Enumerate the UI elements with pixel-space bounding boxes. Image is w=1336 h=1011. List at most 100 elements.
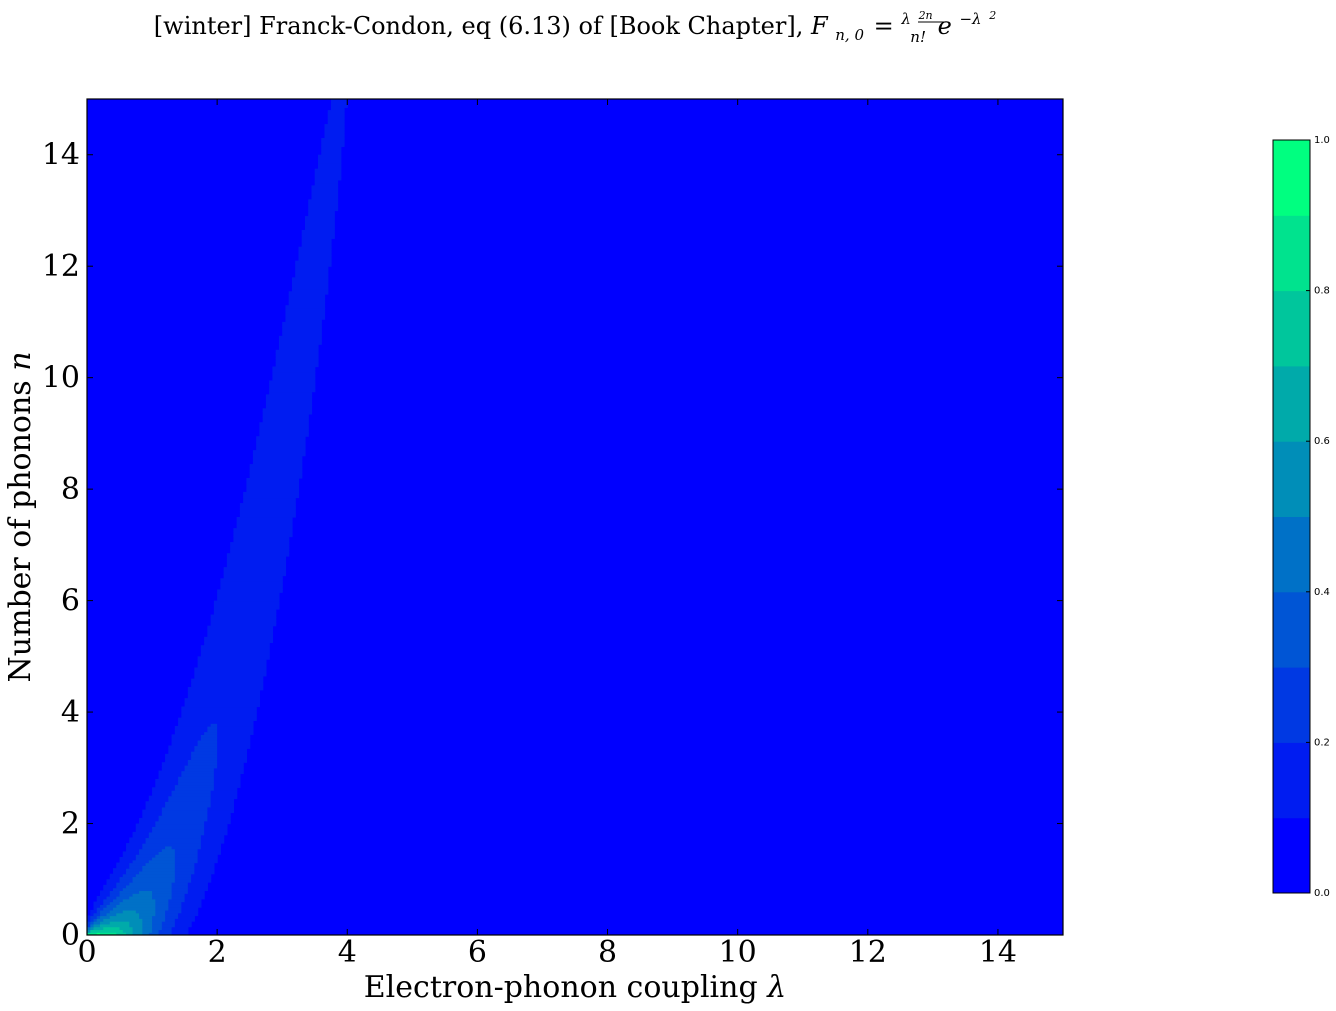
contour-band-cell <box>135 856 153 861</box>
contour-band-cell <box>265 402 313 407</box>
contour-band-cell <box>314 171 342 175</box>
contour-band-cell <box>168 748 195 752</box>
contour-band-cell <box>187 689 261 694</box>
x-tick-label: 12 <box>849 935 887 970</box>
contour-band-cell <box>256 444 306 448</box>
contour-band-cell <box>288 302 326 306</box>
contour-band-cell <box>187 884 208 889</box>
contour-band-cell <box>174 862 195 866</box>
contour-band-cell <box>126 845 143 850</box>
contour-band-cell <box>200 734 218 738</box>
contour-band-cell <box>213 778 241 783</box>
contour-band-cell <box>135 854 156 858</box>
contour-band-cell <box>295 274 329 278</box>
contour-band-cell <box>139 848 163 852</box>
contour-band-cell <box>165 753 192 758</box>
contour-band-cell <box>324 124 345 128</box>
contour-band-cell <box>200 834 225 839</box>
contour-band-cell <box>181 901 202 905</box>
contour-band-cell <box>174 854 199 858</box>
contour-band-cell <box>165 912 179 917</box>
contour-band-cell <box>275 349 319 354</box>
contour-band-cell <box>139 870 176 875</box>
contour-band-cell <box>103 918 143 922</box>
contour-band-cell <box>155 778 179 783</box>
contour-band-cell <box>291 280 329 284</box>
contour-band-cell <box>174 879 192 883</box>
contour-band-cell <box>100 921 111 925</box>
contour-band-cell <box>236 519 293 524</box>
contour-band-cell <box>139 851 160 855</box>
contour-band-cell <box>168 745 195 749</box>
contour-band-cell <box>204 636 274 641</box>
contour-band-cell <box>181 904 202 908</box>
contour-band-cell <box>291 277 329 281</box>
contour-band-cell <box>200 653 270 657</box>
contour-band-cell <box>331 99 348 103</box>
contour-band-cell <box>152 926 163 931</box>
contour-band-cell <box>308 199 339 203</box>
contour-band-cell <box>282 321 322 326</box>
y-tick-label: 10 <box>42 361 80 396</box>
contour-band-cell <box>93 918 98 922</box>
contour-band-cell <box>288 299 326 304</box>
contour-band-cell <box>194 667 267 671</box>
contour-band-cell <box>90 929 124 933</box>
x-tick-label: 14 <box>979 935 1017 970</box>
contour-band-cell <box>291 282 329 287</box>
contour-band-cell <box>119 901 156 905</box>
contour-band-cell <box>158 851 176 855</box>
contour-band-cell <box>327 121 345 125</box>
contour-band-cell <box>155 898 169 903</box>
contour-band-cell <box>213 784 241 788</box>
contour-band-cell <box>174 731 205 735</box>
contour-band-cell <box>223 575 283 579</box>
contour-band-cell <box>304 221 335 225</box>
contour-band-cell <box>158 932 173 935</box>
contour-band-cell <box>181 907 199 911</box>
contour-band-cell <box>314 182 339 186</box>
contour-band-cell <box>93 912 101 917</box>
contour-band-cell <box>109 909 124 914</box>
contour-band-cell <box>204 639 274 643</box>
contour-band-cell <box>269 386 316 390</box>
contour-band-cell <box>321 146 342 150</box>
contour-band-cell <box>171 890 189 894</box>
contour-band-cell <box>311 188 339 192</box>
contour-band-cell <box>269 383 316 387</box>
contour-band-cell <box>87 918 91 922</box>
contour-band-cell <box>285 316 326 320</box>
contour-band-cell <box>93 923 101 928</box>
contour-band-cell <box>90 918 95 922</box>
contour-band-cell <box>204 820 231 825</box>
contour-band-cell <box>262 419 309 423</box>
title-exp-base: e <box>938 12 952 40</box>
contour-band-cell <box>119 859 134 864</box>
contour-band-cell <box>139 820 156 825</box>
title-math-F: F <box>810 12 829 40</box>
contour-band-cell <box>308 213 335 217</box>
contour-band-cell <box>171 932 189 935</box>
contour-band-cell <box>226 553 290 557</box>
contour-band-cell <box>103 926 121 931</box>
contour-band-cell <box>217 751 248 755</box>
contour-band-cell <box>90 912 95 917</box>
y-tick-label: 8 <box>61 472 80 507</box>
contour-band-cell <box>200 840 225 844</box>
contour-band-cell <box>272 366 316 370</box>
contour-band-cell <box>158 770 182 774</box>
colorbar: 0.0 0.2 0.4 0.6 0.8 1.0 <box>1272 135 1330 899</box>
contour-band-cell <box>217 723 254 727</box>
y-tick-label: 6 <box>61 584 80 619</box>
y-tick-label: 0 <box>61 918 80 953</box>
contour-band-cell <box>171 742 199 747</box>
contour-band-cell <box>213 606 280 610</box>
contour-band-cell <box>317 154 342 159</box>
contour-band-cell <box>239 505 296 510</box>
contour-band-cell <box>122 898 156 903</box>
contour-band-cell <box>116 912 140 917</box>
y-axis: 0 2 4 6 8 10 12 14 <box>42 138 1063 953</box>
contour-band-cell <box>158 776 179 780</box>
contour-band-cell <box>298 252 332 256</box>
y-tick-label: 14 <box>42 138 80 173</box>
